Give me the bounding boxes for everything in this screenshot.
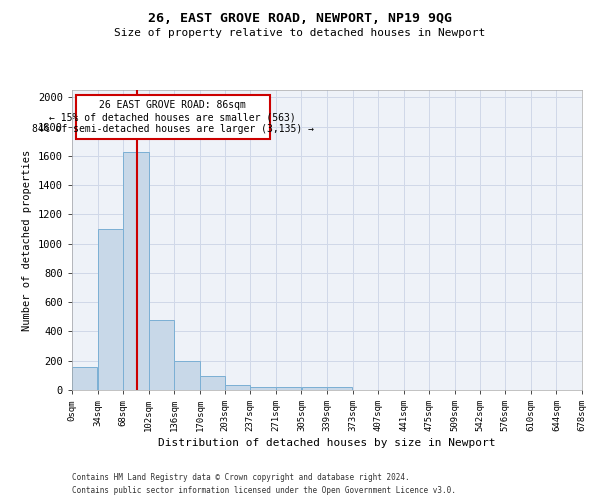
Bar: [327, 387, 352, 390]
Text: 84% of semi-detached houses are larger (3,135) →: 84% of semi-detached houses are larger (…: [32, 124, 314, 134]
Bar: [98, 229, 123, 390]
Bar: [302, 387, 327, 390]
Text: 26, EAST GROVE ROAD, NEWPORT, NP19 9QG: 26, EAST GROVE ROAD, NEWPORT, NP19 9QG: [148, 12, 452, 26]
Bar: [250, 387, 275, 390]
FancyBboxPatch shape: [76, 95, 270, 139]
Y-axis label: Number of detached properties: Number of detached properties: [22, 150, 32, 330]
Text: Contains public sector information licensed under the Open Government Licence v3: Contains public sector information licen…: [72, 486, 456, 495]
Bar: [175, 360, 200, 390]
Bar: [225, 385, 250, 390]
Text: Contains HM Land Registry data © Crown copyright and database right 2024.: Contains HM Land Registry data © Crown c…: [72, 474, 410, 482]
Bar: [200, 376, 224, 390]
Bar: [276, 387, 301, 390]
Bar: [149, 320, 174, 390]
Text: ← 15% of detached houses are smaller (563): ← 15% of detached houses are smaller (56…: [49, 112, 296, 122]
Bar: [72, 366, 97, 390]
Text: Size of property relative to detached houses in Newport: Size of property relative to detached ho…: [115, 28, 485, 38]
X-axis label: Distribution of detached houses by size in Newport: Distribution of detached houses by size …: [158, 438, 496, 448]
Bar: [124, 152, 149, 390]
Text: 26 EAST GROVE ROAD: 86sqm: 26 EAST GROVE ROAD: 86sqm: [100, 100, 246, 110]
